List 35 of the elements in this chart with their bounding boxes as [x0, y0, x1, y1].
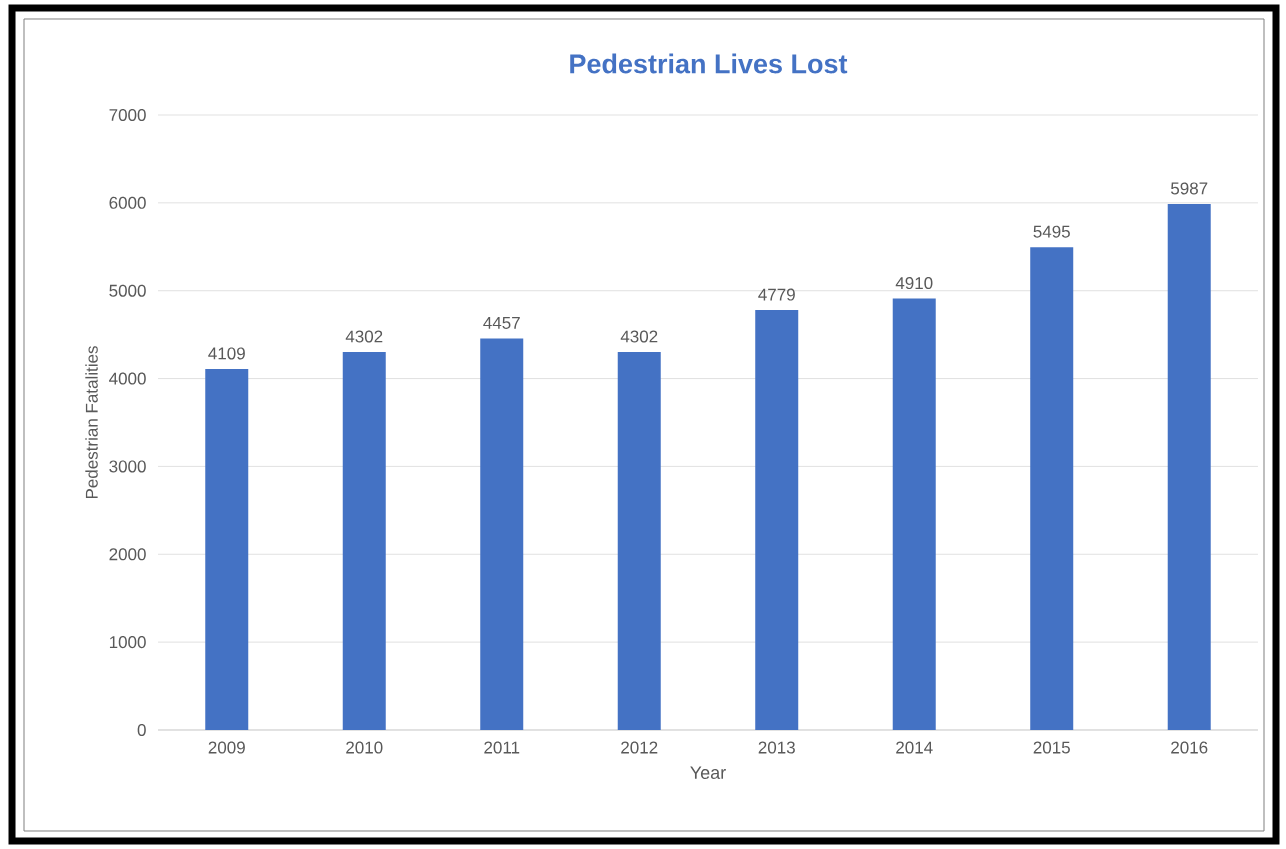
x-tick-label: 2009 [208, 741, 245, 754]
x-axis-title: Year [690, 766, 726, 779]
x-tick-label: 2015 [1033, 741, 1070, 754]
data-label: 4302 [345, 330, 383, 343]
y-tick-label: 5000 [109, 284, 146, 297]
y-tick-label: 1000 [109, 636, 146, 649]
x-tick-label: 2014 [896, 741, 933, 754]
y-tick-label: 0 [137, 723, 146, 737]
data-label: 4457 [483, 317, 520, 329]
bar [755, 310, 799, 730]
x-tick-label: 2013 [758, 741, 795, 754]
bar [205, 368, 249, 730]
bar [617, 352, 661, 730]
chart-title: Pedestrian Lives Lost [570, 53, 848, 74]
x-tick-label: 2010 [346, 741, 383, 754]
data-label: 5495 [1033, 225, 1070, 238]
x-tick-label: 2011 [484, 741, 520, 754]
data-label: 5987 [1170, 182, 1208, 195]
x-tick-label: 2016 [1171, 741, 1208, 754]
y-axis-title: Pedestrian Fatalities [85, 346, 98, 499]
data-label: 4910 [895, 277, 933, 290]
bar [1167, 203, 1211, 730]
x-tick-label: 2012 [621, 741, 658, 754]
y-tick-label: 4000 [109, 372, 146, 385]
y-tick-label: 3000 [109, 460, 146, 473]
y-tick-label: 7000 [109, 108, 146, 122]
y-tick-label: 2000 [109, 548, 146, 561]
bar [480, 338, 524, 730]
data-label: 4109 [208, 347, 245, 360]
data-label: 4302 [620, 330, 658, 343]
bar [1030, 247, 1074, 730]
y-tick-label: 6000 [109, 196, 146, 209]
bar [342, 352, 386, 730]
bar [892, 298, 936, 730]
data-label: 4779 [758, 288, 795, 301]
